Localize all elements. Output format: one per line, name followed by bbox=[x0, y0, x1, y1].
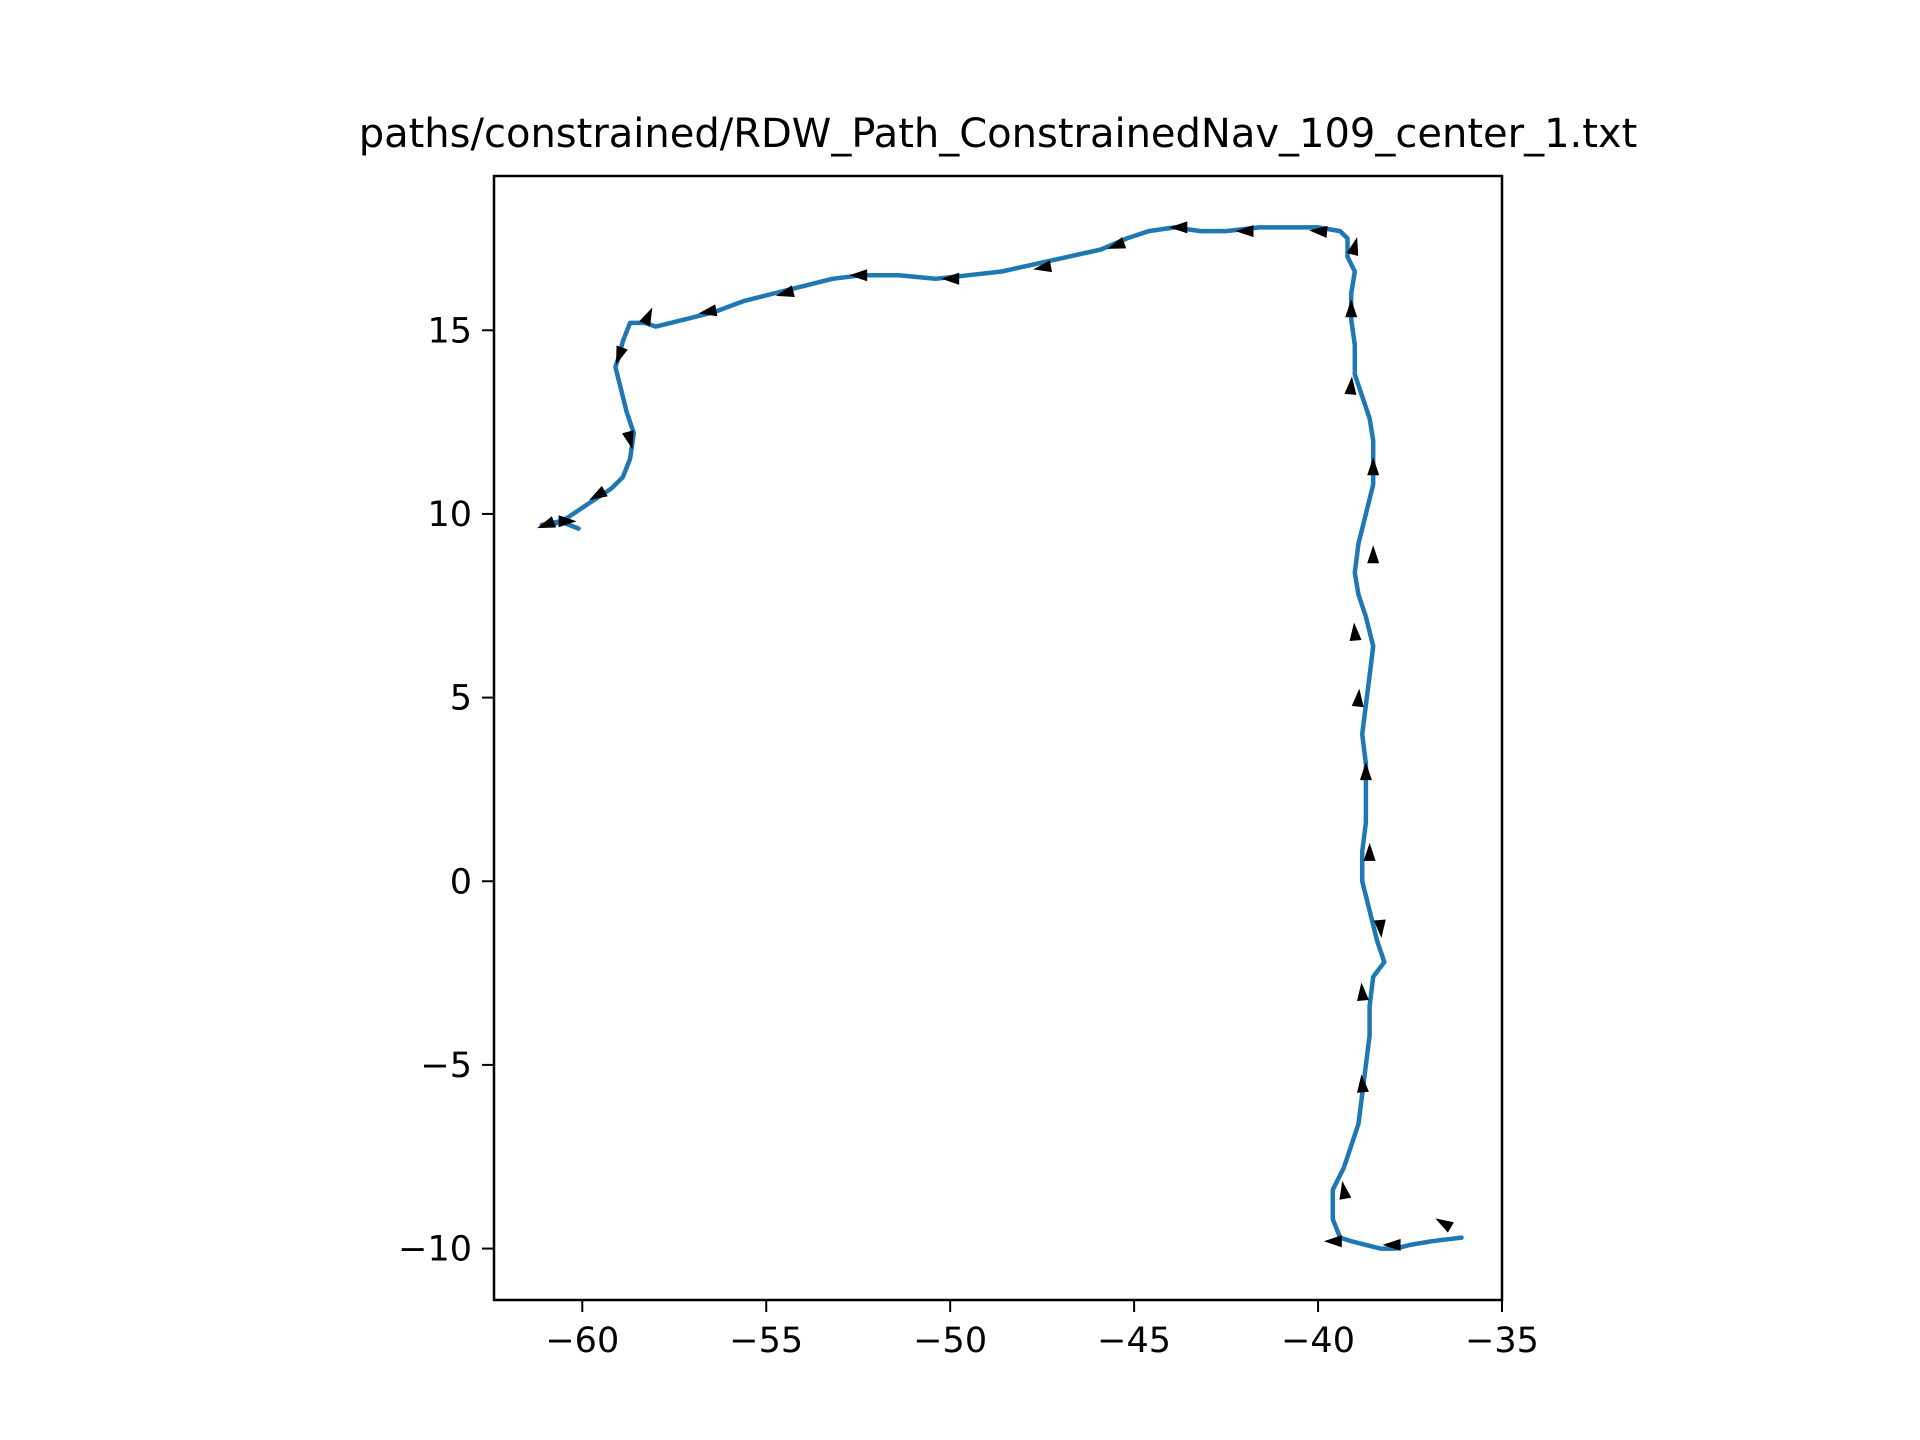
direction-arrow-19 bbox=[1107, 237, 1127, 249]
direction-arrow-13 bbox=[1344, 376, 1357, 395]
direction-arrow-16 bbox=[1309, 225, 1328, 238]
direction-arrow-30 bbox=[537, 516, 557, 529]
direction-arrow-7 bbox=[1363, 842, 1376, 861]
direction-arrow-29 bbox=[558, 515, 577, 528]
direction-arrows bbox=[537, 221, 1454, 1251]
x-tick-label-0: −60 bbox=[545, 1321, 619, 1361]
x-tick-label-3: −45 bbox=[1097, 1321, 1171, 1361]
direction-arrow-6 bbox=[1373, 919, 1386, 938]
y-tick-label-5: −10 bbox=[398, 1230, 472, 1270]
direction-arrow-9 bbox=[1351, 688, 1364, 708]
plot-area bbox=[539, 225, 1464, 1251]
direction-arrow-11 bbox=[1367, 545, 1380, 564]
direction-arrow-24 bbox=[698, 304, 718, 317]
axes-frame bbox=[492, 174, 1504, 1302]
direction-arrow-3 bbox=[1339, 1180, 1352, 1200]
direction-arrow-22 bbox=[849, 269, 868, 282]
path-series-line-0 bbox=[539, 225, 1464, 1251]
direction-arrow-20 bbox=[1033, 260, 1053, 273]
direction-arrow-17 bbox=[1235, 225, 1254, 238]
direction-arrow-5 bbox=[1357, 982, 1369, 1001]
direction-arrow-10 bbox=[1349, 622, 1362, 641]
direction-arrow-4 bbox=[1357, 1074, 1369, 1093]
direction-arrow-26 bbox=[616, 345, 628, 365]
direction-arrow-8 bbox=[1359, 762, 1372, 781]
direction-arrow-21 bbox=[941, 272, 960, 285]
y-tick-label-1: 10 bbox=[427, 495, 472, 535]
direction-arrow-1 bbox=[1382, 1238, 1401, 1251]
direction-arrow-18 bbox=[1169, 221, 1188, 234]
y-tick-label-3: 0 bbox=[450, 862, 472, 902]
y-tick-label-4: −5 bbox=[420, 1046, 472, 1086]
direction-arrow-0 bbox=[1435, 1218, 1454, 1233]
direction-arrow-25 bbox=[639, 307, 653, 327]
x-tick-label-4: −40 bbox=[1281, 1321, 1355, 1361]
y-tick-label-0: 15 bbox=[427, 311, 472, 351]
direction-arrow-23 bbox=[775, 285, 795, 297]
direction-arrow-12 bbox=[1367, 457, 1380, 476]
chart-title: paths/constrained/RDW_Path_ConstrainedNa… bbox=[359, 111, 1638, 157]
direction-arrow-15 bbox=[1346, 237, 1359, 257]
direction-arrow-28 bbox=[589, 485, 608, 501]
x-tick-label-5: −35 bbox=[1465, 1321, 1539, 1361]
direction-arrow-2 bbox=[1323, 1235, 1342, 1248]
direction-arrow-27 bbox=[621, 430, 634, 450]
x-tick-label-1: −55 bbox=[729, 1321, 803, 1361]
direction-arrow-14 bbox=[1345, 299, 1358, 318]
y-axis: 15 10 5 0 −5 −10 bbox=[398, 311, 494, 1270]
x-axis: −60 −55 −50 −45 −40 −35 bbox=[545, 1300, 1539, 1361]
x-tick-label-2: −50 bbox=[913, 1321, 987, 1361]
y-tick-label-2: 5 bbox=[450, 679, 472, 719]
